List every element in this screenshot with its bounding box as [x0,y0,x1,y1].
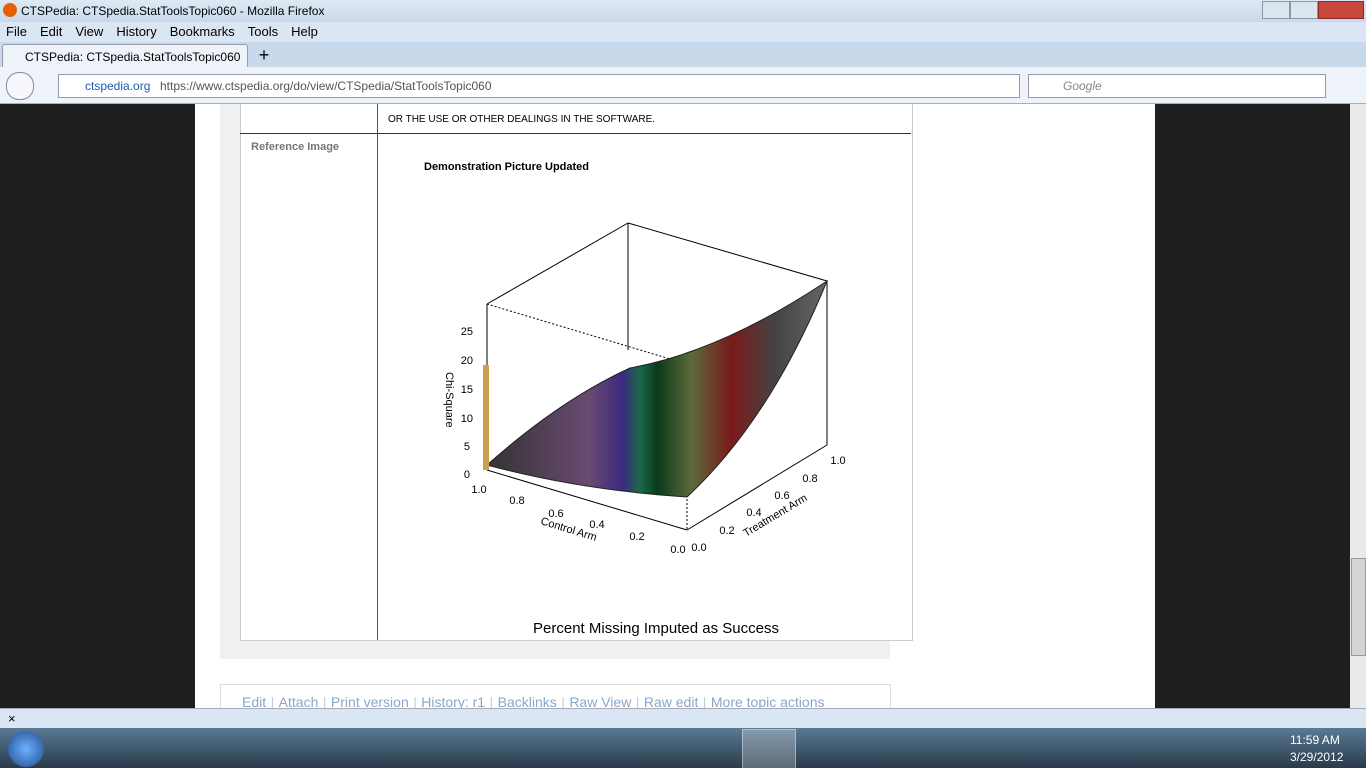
figure-title: Demonstration Picture Updated [424,161,589,173]
clock-time: 11:59 AM [1290,733,1340,747]
site-identity[interactable]: ctspedia.org [85,79,151,93]
topic-action[interactable]: Raw edit [643,694,699,708]
find-bar-close[interactable]: × [8,711,16,726]
menu-item[interactable]: Help [291,24,318,39]
topic-action[interactable]: Raw View [569,694,632,708]
topic-action[interactable]: Print version [330,694,409,708]
box-edge [686,444,828,531]
color-key [483,365,489,470]
x-tick-label: 0.8 [509,495,524,507]
window-title: CTSPedia: CTSpedia.StatToolsTopic060 - M… [21,4,325,18]
menu-item[interactable]: Edit [39,24,63,39]
clock-date: 3/29/2012 [1290,750,1344,764]
box-edge [486,222,629,305]
y-tick-label: 0.4 [746,507,761,519]
scroll-thumb[interactable] [1351,558,1366,656]
restore[interactable] [1290,1,1318,19]
y-tick-label: 1.0 [830,455,845,467]
box-edge [486,469,688,531]
x-tick-label: 0.6 [548,508,563,520]
find-bar: × [0,708,1366,729]
menu-item[interactable]: File [6,24,27,39]
search-placeholder: Google [1063,79,1102,93]
box-edge [486,303,691,366]
topic-action[interactable]: Attach [278,694,319,708]
box-edge [627,222,828,282]
topic-action[interactable]: Edit [242,694,267,708]
row-border [240,133,911,134]
scrollbar[interactable] [1350,104,1366,708]
start-button[interactable] [8,731,44,767]
table [240,104,913,641]
tab[interactable]: CTSPedia: CTSpedia.StatToolsTopic060 [2,44,248,68]
taskbar-firefox[interactable] [742,729,796,769]
row-label: Reference Image [251,141,340,153]
x-tick-label: 0.2 [629,531,644,543]
license-text: OR THE USE OR OTHER DEALINGS IN THE SOFT… [388,114,656,125]
figure-caption: Percent Missing Imputed as Success [533,620,779,637]
firefox-icon [3,3,17,17]
figure: Demonstration Picture Updated Chi-Square… [424,161,846,637]
surface [485,279,829,498]
menu-item[interactable]: Tools [247,24,279,39]
menu-item[interactable]: History [116,24,157,39]
z-tick-label: 5 [464,441,470,453]
z-tick-label: 0 [464,469,470,481]
new-tab[interactable]: + [258,45,270,65]
url-bar[interactable]: ctspedia.org https://www.ctspedia.org/do… [58,74,1020,98]
back-button[interactable] [6,72,34,100]
menu-item[interactable]: Bookmarks [169,24,235,39]
y-tick-label: 0.6 [774,490,789,502]
topic-action[interactable]: History: r1 [421,694,486,708]
viewport: OR THE USE OR OTHER DEALINGS IN THE SOFT… [0,104,1350,708]
topic-action[interactable]: More topic actions [710,694,825,708]
close[interactable] [1318,1,1364,19]
search-bar[interactable]: Google [1028,74,1326,98]
title-bar: CTSPedia: CTSpedia.StatToolsTopic060 - M… [0,0,1366,22]
tab-title: CTSPedia: CTSpedia.StatToolsTopic060 [25,50,241,64]
menu-bar: File Edit View History Bookmarks Tools Help [0,22,1366,42]
topic-action-list: Edit | Attach | Print version | History:… [242,694,825,708]
y-tick-label: 0.2 [719,525,734,537]
minimize[interactable] [1262,1,1290,19]
y-tick-label: 0.0 [691,542,706,554]
z-label: Chi-Square [443,372,455,428]
z-tick-label: 20 [461,355,473,367]
z-tick-label: 25 [461,326,473,338]
y-tick-label: 0.8 [802,473,817,485]
column-border [377,104,378,640]
x-tick-label: 0.0 [670,544,685,556]
x-tick-label: 0.4 [589,519,604,531]
x-tick-label: 1.0 [471,484,486,496]
z-tick-label: 10 [461,413,473,425]
taskbar: 11:59 AM 3/29/2012 [0,728,1366,769]
url: https://www.ctspedia.org/do/view/CTSpedi… [160,79,492,93]
topic-action[interactable]: Backlinks [497,694,557,708]
tab-bar: CTSPedia: CTSpedia.StatToolsTopic060 + [0,42,1366,68]
z-tick-label: 15 [461,384,473,396]
nav-bar: ctspedia.org https://www.ctspedia.org/do… [0,67,1366,104]
menu-item[interactable]: View [75,24,104,39]
topic-actions: Edit | Attach | Print version | History:… [220,684,891,708]
